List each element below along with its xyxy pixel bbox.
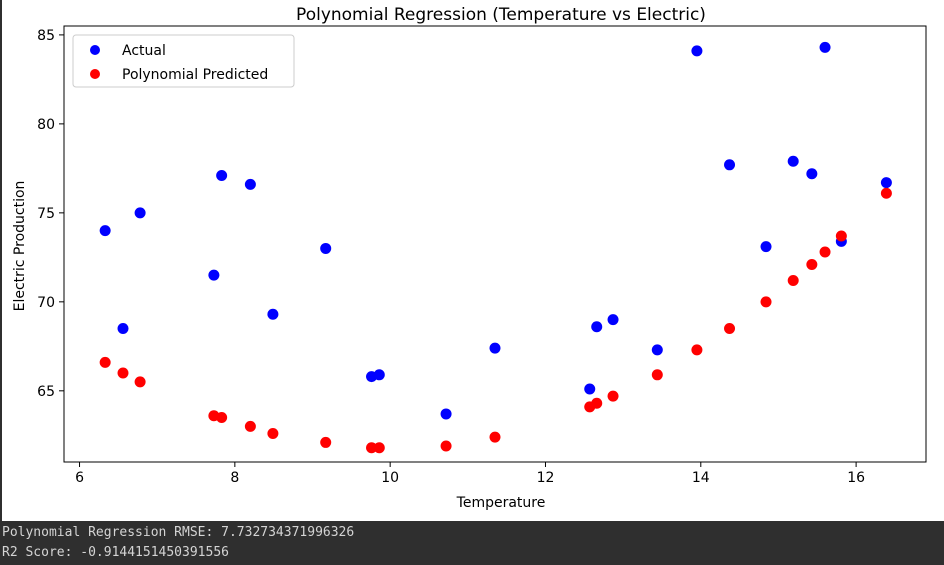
actual-point bbox=[373, 369, 385, 381]
notebook-output: Polynomial Regression RMSE: 7.7327343719… bbox=[0, 521, 944, 565]
actual-point bbox=[806, 168, 818, 180]
x-tick-label: 16 bbox=[847, 470, 865, 486]
actual-point bbox=[691, 45, 703, 57]
predicted-point bbox=[787, 274, 799, 286]
predicted-point bbox=[880, 187, 892, 199]
predicted-point bbox=[373, 442, 385, 454]
actual-point bbox=[244, 178, 256, 190]
rmse-output-line: Polynomial Regression RMSE: 7.7327343719… bbox=[2, 525, 355, 540]
data-points bbox=[99, 41, 892, 454]
predicted-point bbox=[216, 412, 228, 424]
actual-point bbox=[591, 321, 603, 333]
actual-point bbox=[320, 242, 332, 254]
actual-point bbox=[724, 159, 736, 171]
predicted-point bbox=[691, 344, 703, 356]
x-tick-label: 10 bbox=[381, 470, 399, 486]
actual-point bbox=[880, 177, 892, 189]
legend-marker-predicted bbox=[90, 69, 100, 79]
actual-point bbox=[787, 155, 799, 167]
predicted-point bbox=[489, 431, 501, 443]
x-axis-ticks: 6 8 10 12 14 16 bbox=[75, 462, 865, 486]
predicted-point bbox=[806, 258, 818, 270]
predicted-point bbox=[607, 390, 619, 402]
y-tick-label: 80 bbox=[37, 117, 55, 133]
y-tick-label: 75 bbox=[37, 206, 55, 222]
actual-point bbox=[819, 41, 831, 53]
predicted-point bbox=[117, 367, 129, 379]
y-axis-ticks: 65 70 75 80 85 bbox=[37, 28, 64, 400]
predicted-point bbox=[591, 397, 603, 409]
y-tick-label: 65 bbox=[37, 384, 55, 400]
actual-point bbox=[584, 383, 596, 395]
actual-point bbox=[760, 241, 772, 253]
y-tick-label: 70 bbox=[37, 295, 55, 311]
actual-point bbox=[607, 314, 619, 326]
legend-marker-actual bbox=[90, 45, 100, 55]
y-axis-label: Electric Production bbox=[12, 181, 28, 312]
predicted-point bbox=[835, 230, 847, 242]
plot-area bbox=[63, 25, 927, 463]
x-tick-label: 8 bbox=[230, 470, 239, 486]
actual-point bbox=[216, 169, 228, 181]
predicted-point bbox=[320, 436, 332, 448]
x-tick-label: 14 bbox=[692, 470, 710, 486]
legend-label-actual: Actual bbox=[122, 43, 166, 59]
predicted-point bbox=[760, 296, 772, 308]
x-tick-label: 12 bbox=[537, 470, 555, 486]
predicted-point bbox=[366, 442, 378, 454]
actual-point bbox=[489, 342, 501, 354]
predicted-point bbox=[99, 356, 111, 368]
actual-point bbox=[440, 408, 452, 420]
y-tick-label: 85 bbox=[37, 28, 55, 44]
predicted-point bbox=[440, 440, 452, 452]
r2-output-line: R2 Score: -0.9144151450391556 bbox=[2, 545, 229, 560]
predicted-point bbox=[134, 376, 146, 388]
actual-point bbox=[117, 323, 129, 335]
chart-title: Polynomial Regression (Temperature vs El… bbox=[296, 5, 706, 25]
actual-point bbox=[651, 344, 663, 356]
predicted-point bbox=[244, 420, 256, 432]
notebook-left-border bbox=[0, 0, 2, 521]
scatter-chart: Polynomial Regression (Temperature vs El… bbox=[12, 5, 927, 511]
actual-point bbox=[99, 225, 111, 237]
predicted-point bbox=[651, 369, 663, 381]
predicted-point bbox=[267, 428, 279, 440]
legend-box bbox=[72, 34, 295, 88]
actual-point bbox=[134, 207, 146, 219]
legend-label-predicted: Polynomial Predicted bbox=[122, 67, 268, 83]
x-axis-label: Temperature bbox=[456, 495, 546, 511]
actual-point bbox=[208, 269, 220, 281]
actual-point bbox=[267, 308, 279, 320]
x-tick-label: 6 bbox=[75, 470, 84, 486]
predicted-point bbox=[724, 323, 736, 335]
predicted-point bbox=[819, 246, 831, 258]
legend: Actual Polynomial Predicted bbox=[72, 34, 295, 88]
